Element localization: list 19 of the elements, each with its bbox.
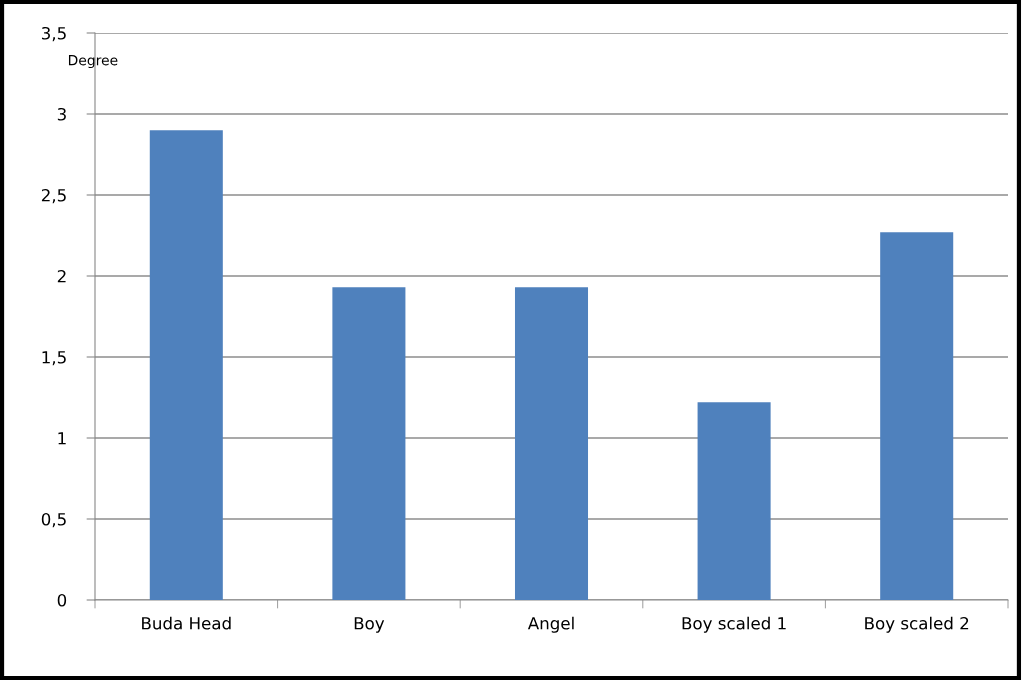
bar [697, 402, 771, 600]
bar [880, 232, 954, 600]
y-tick-label: 1,5 [42, 351, 66, 366]
y-tick-label: 2,5 [41, 188, 66, 204]
bar [149, 130, 223, 600]
y-tick-label: 3,5 [41, 26, 66, 42]
x-tick-label: Boy scaled 1 [682, 616, 786, 633]
y-tick-label: 0,5 [41, 512, 66, 528]
x-tick-label: Buda Head [142, 616, 231, 630]
x-tick-label: Boy [354, 617, 385, 633]
y-tick-label: 3 [57, 107, 66, 121]
y-axis-title: Degree [68, 55, 118, 69]
y-tick-label: 0 [57, 593, 67, 607]
x-tick-label: Angel [527, 616, 574, 633]
x-tick-label: Boy scaled 2 [865, 616, 969, 633]
y-tick-label: 2 [57, 269, 66, 283]
y-tick-label: 1 [58, 432, 66, 445]
bar [332, 287, 406, 600]
bar [514, 287, 589, 600]
